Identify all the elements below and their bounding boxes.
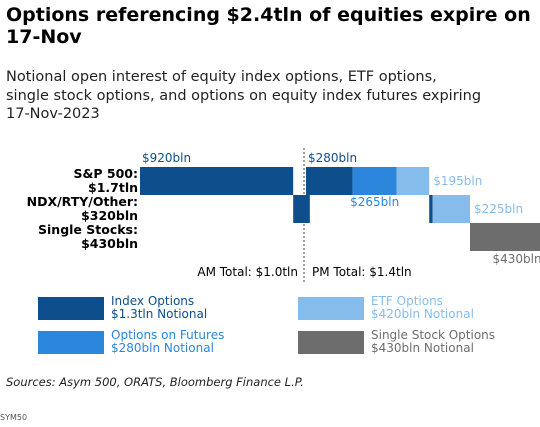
legend-swatch-futures: [38, 331, 104, 354]
data-label-etf-ndx: $225bln: [474, 202, 523, 216]
legend-swatch-single: [298, 331, 364, 354]
legend-note-single: $430bln Notional: [371, 341, 474, 355]
bar-index-pm: [429, 195, 433, 223]
data-label-futures: $265bln: [350, 195, 399, 209]
legend-label-futures: Options on Futures: [111, 328, 224, 342]
legend-label-etf: ETF Options: [371, 294, 443, 308]
legend-note-index: $1.3tln Notional: [111, 307, 207, 321]
title-line-1: Options referencing $2.4tln of equities …: [6, 4, 531, 26]
legend-note-futures: $280bln Notional: [111, 341, 214, 355]
data-label-single: $430bln: [492, 252, 540, 266]
legend-label-index: Index Options: [111, 294, 194, 308]
data-label-index-pm: $280bln: [308, 151, 357, 165]
image-credit: SYM50: [0, 413, 28, 422]
subtitle-line-3: 17-Nov-2023: [6, 106, 100, 122]
bar-index-am: [293, 195, 310, 223]
category-total-label: $430bln: [81, 236, 138, 251]
data-label-etf-spx: $195bln: [433, 174, 482, 188]
legend-swatch-etf: [298, 297, 364, 320]
bar-etf-pm: [396, 167, 430, 195]
subtitle-line-2: single stock options, and options on equ…: [6, 87, 482, 104]
legend: Index Options$1.3tln Notional ETF Options…: [38, 294, 495, 355]
bar-index-am: [140, 167, 294, 195]
data-label-index-am: $920bln: [142, 151, 191, 165]
subtitle-line-1: Notional open interest of equity index o…: [6, 69, 437, 85]
category-label: Single Stocks:: [38, 222, 138, 237]
source-note: Sources: Asym 500, ORATS, Bloomberg Fina…: [6, 375, 304, 389]
legend-label-single: Single Stock Options: [371, 328, 495, 342]
category-total-label: $1.7tln: [88, 180, 138, 195]
title-line-2: 17-Nov: [6, 26, 82, 48]
bar-single-pm: [470, 223, 540, 251]
category-label: NDX/RTY/Other:: [27, 194, 138, 209]
pm-total-label: PM Total: $1.4tln: [312, 265, 412, 279]
category-total-label: $320bln: [81, 208, 138, 223]
bar-etf-pm: [432, 195, 470, 223]
chart-title: Options referencing $2.4tln of equities …: [6, 4, 534, 48]
chart-subtitle: Notional open interest of equity index o…: [6, 68, 534, 124]
bar-index-pm: [306, 167, 353, 195]
category-label: S&P 500:: [73, 166, 138, 181]
legend-note-etf: $420bln Notional: [371, 307, 474, 321]
am-total-label: AM Total: $1.0tln: [197, 265, 298, 279]
bar-futures-pm: [352, 167, 397, 195]
plot-area: S&P 500:$1.7tlnNDX/RTY/Other:$320blnSing…: [27, 148, 540, 282]
legend-swatch-index: [38, 297, 104, 320]
